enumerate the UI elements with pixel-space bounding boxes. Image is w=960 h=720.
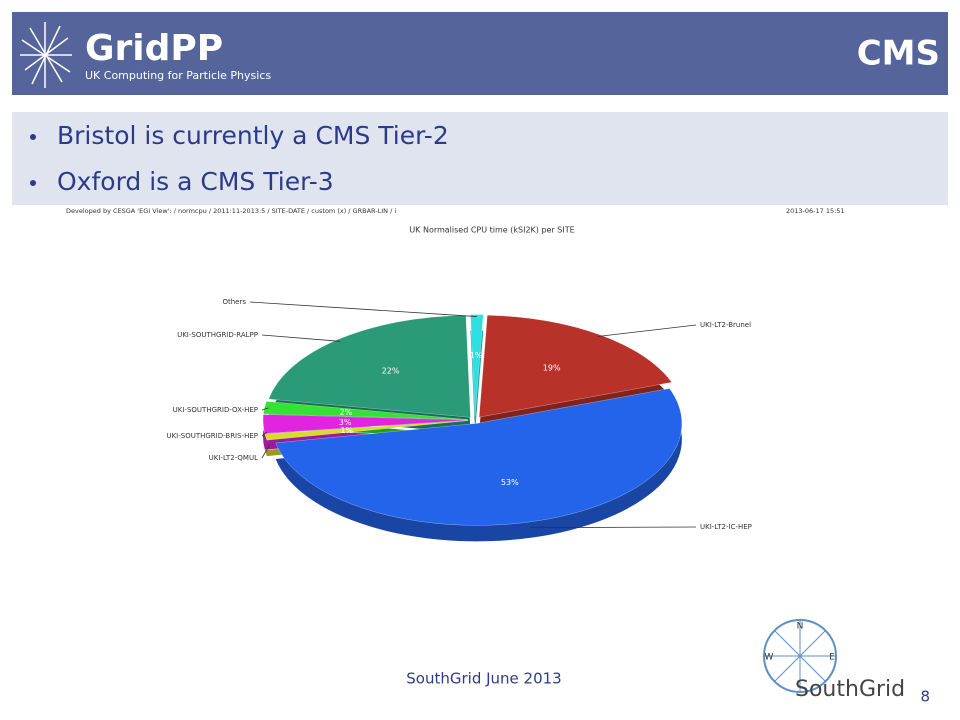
- page-number: 8: [920, 688, 930, 706]
- bullet-dot: [30, 134, 36, 140]
- bullet-dot: [30, 180, 36, 186]
- leader-line: [261, 334, 341, 342]
- leader-line: [530, 526, 697, 529]
- pie-category-label: Others: [222, 298, 246, 306]
- pie-value-label: 1%: [340, 426, 353, 435]
- leader-line: [261, 444, 271, 459]
- pie-value-label: 2%: [340, 408, 353, 417]
- pie-value-label: 19%: [543, 363, 561, 372]
- leader-line: [249, 301, 477, 317]
- leader-line: [261, 431, 268, 437]
- bullet: Bristol is currently a CMS Tier-2: [57, 121, 449, 150]
- pie-value-label: 1%: [470, 351, 483, 360]
- header-bar: [12, 12, 948, 95]
- leader-line: [261, 407, 269, 411]
- southgrid-logo: [763, 619, 837, 693]
- pie-category-label: UKI-LT2-QMUL: [209, 454, 258, 462]
- pie-category-label: UKI-LT2-IC-HEP: [700, 523, 752, 531]
- pie-slice: [478, 315, 673, 418]
- pie: 19% UKI-LT2-Brunel 53% UKI-LT2-IC-HEP 1% UKI-…: [166, 298, 752, 542]
- pie-category-label: UKI-SOUTHGRID-RALPP: [177, 331, 258, 339]
- pie-category-label: UKI-SOUTHGRID-BRIS-HEP: [166, 432, 258, 440]
- footer-logo-text: SouthGrid: [795, 677, 905, 702]
- bullet: Oxford is a CMS Tier-3: [57, 167, 334, 196]
- pie-value-label: 22%: [382, 366, 400, 375]
- pie-category-label: UKI-SOUTHGRID-OX-HEP: [173, 406, 258, 414]
- chart-timestamp: 2013-06-17 15:51: [786, 207, 845, 215]
- bullet-box: [12, 112, 948, 205]
- logo-subtitle: UK Computing for Particle Physics: [85, 69, 271, 82]
- pie-slice: [268, 315, 471, 418]
- compass-letter: W: [765, 653, 774, 663]
- gridpp-logo: [20, 22, 72, 88]
- pie-slice: [275, 388, 683, 526]
- pie-value-label: 53%: [501, 478, 519, 487]
- compass-letter: N: [797, 622, 804, 632]
- pie-slice: [470, 314, 484, 417]
- pie-category-label: UKI-LT2-Brunel: [700, 321, 751, 329]
- footer-text: SouthGrid June 2013: [406, 670, 561, 688]
- pie-value-label: 3%: [339, 418, 352, 427]
- chart-caption: Developed by CESGA 'EGI View': / normcpu…: [66, 207, 396, 215]
- compass-letter: E: [829, 653, 835, 663]
- slide-title: CMS: [857, 34, 940, 74]
- logo-title: GridPP: [85, 28, 223, 69]
- pie-slice: [263, 401, 469, 420]
- chart-title: UK Normalised CPU time (kSI2K) per SITE: [409, 226, 574, 235]
- leader-line: [597, 324, 697, 337]
